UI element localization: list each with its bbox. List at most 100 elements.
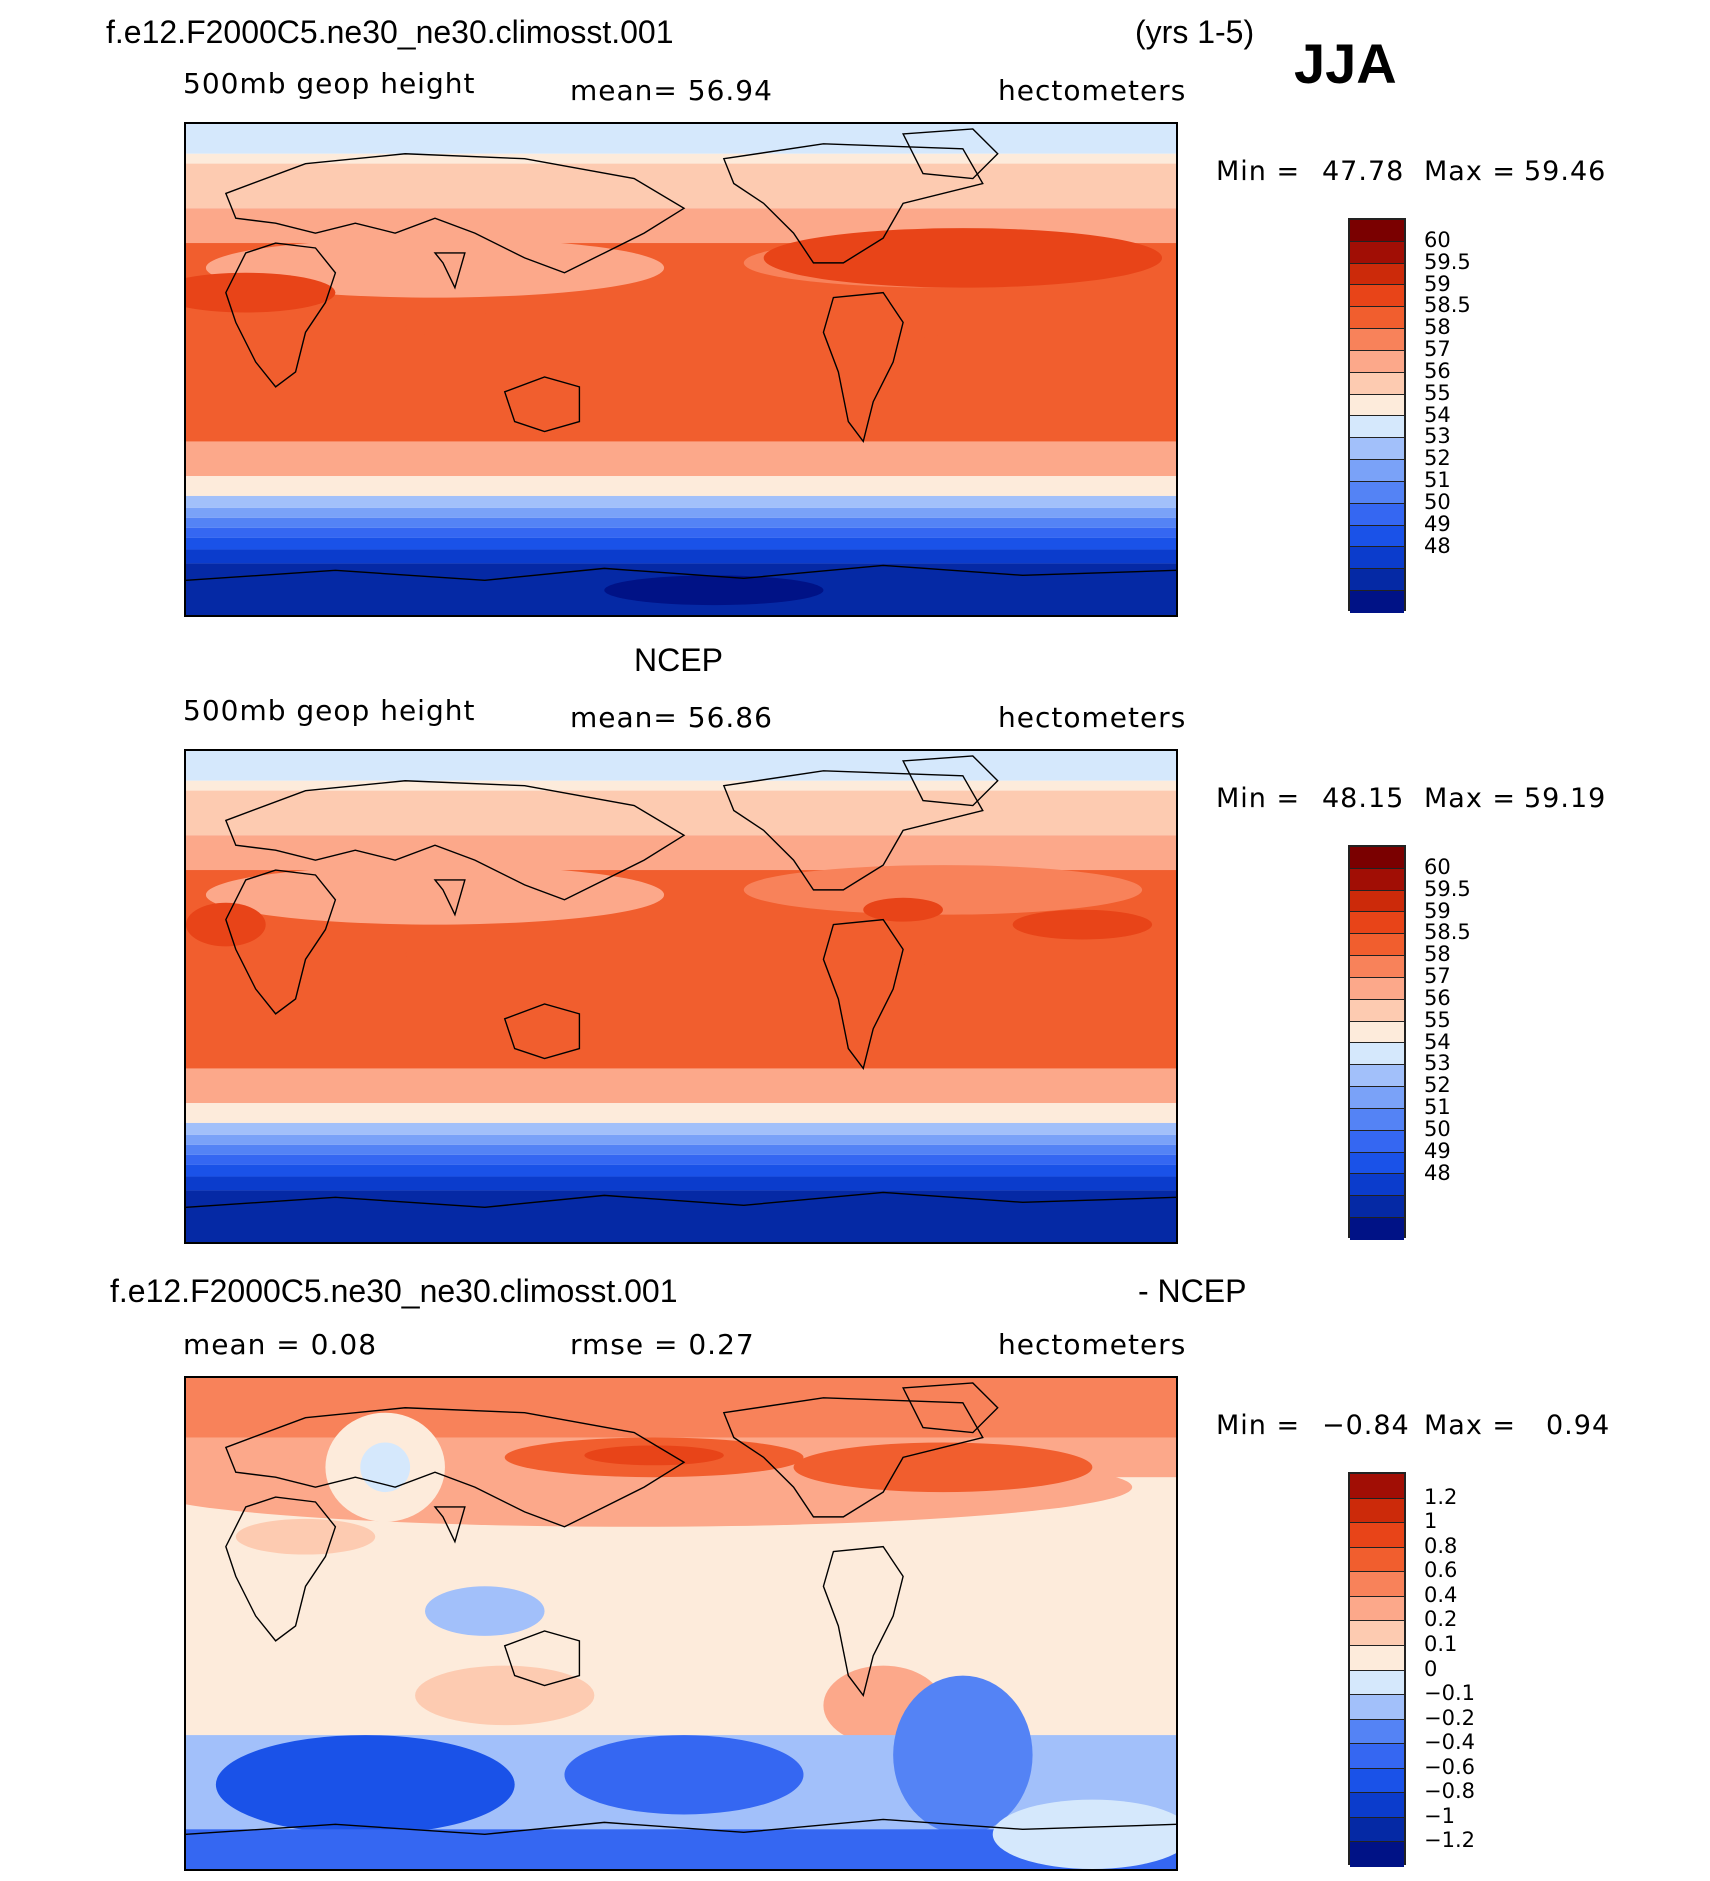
contour-blob xyxy=(992,1799,1176,1869)
coastline xyxy=(225,1496,337,1642)
colorbar-level-label: 58 xyxy=(1424,942,1451,967)
colorbar-swatch xyxy=(1350,1130,1404,1153)
colorbar-swatch xyxy=(1350,1065,1404,1088)
contour-blob xyxy=(405,307,963,348)
panel1-max-value: 59.46 xyxy=(1524,156,1607,187)
colorbar-swatch xyxy=(1350,1174,1404,1197)
contour-blob xyxy=(893,1675,1033,1835)
contour-blob xyxy=(793,1442,1093,1493)
contour-band xyxy=(186,1164,1176,1177)
colorbar-level-label: 49 xyxy=(1424,1138,1451,1163)
panel1-case-title: f.e12.F2000C5.ne30_ne30.climosst.001 xyxy=(106,14,674,50)
contour-blob xyxy=(1012,909,1153,940)
colorbar-swatch xyxy=(1350,1043,1404,1066)
coastline xyxy=(902,755,999,807)
colorbar-swatch xyxy=(1350,503,1404,526)
panel1-contour-field xyxy=(186,124,1176,615)
colorbar-swatch xyxy=(1350,438,1404,461)
contour-band xyxy=(186,527,1176,538)
colorbar-level-label: 53 xyxy=(1424,1051,1451,1076)
colorbar-swatch xyxy=(1350,394,1404,417)
coastline xyxy=(433,252,466,290)
colorbar-level-label: 55 xyxy=(1424,380,1451,405)
colorbar-swatch xyxy=(1350,1596,1404,1622)
contour-band xyxy=(186,495,1176,508)
panel3-max-value: 0.94 xyxy=(1546,1410,1611,1441)
colorbar-level-label: 52 xyxy=(1424,1073,1451,1098)
colorbar-swatch xyxy=(1350,1793,1404,1818)
colorbar-level-label: 49 xyxy=(1424,511,1451,536)
colorbar-swatch xyxy=(1350,977,1404,1000)
contour-band xyxy=(186,1144,1176,1155)
contour-band xyxy=(186,1134,1176,1145)
colorbar-level-label: 57 xyxy=(1424,964,1451,988)
colorbar-level-label: 0.8 xyxy=(1424,1533,1458,1558)
panel1-units: hectometers xyxy=(998,74,1187,107)
panel2-title: NCEP xyxy=(634,642,723,678)
colorbar-swatch xyxy=(1350,1547,1404,1573)
coastline xyxy=(822,918,904,1070)
colorbar-swatch xyxy=(1350,460,1404,482)
panel3-min-value: −0.84 xyxy=(1322,1410,1410,1441)
colorbar-swatch xyxy=(1350,1196,1404,1219)
coastline xyxy=(503,1630,581,1687)
panel3-colorbar xyxy=(1348,1472,1406,1867)
colorbar-swatch xyxy=(1350,372,1404,395)
colorbar-level-label: 57 xyxy=(1424,337,1451,361)
panel2-colorbar xyxy=(1348,845,1406,1240)
panel2-min-value: 48.15 xyxy=(1322,783,1405,814)
coastline xyxy=(722,143,984,264)
contour-blob xyxy=(215,1735,515,1835)
colorbar-level-label: 1.2 xyxy=(1424,1484,1458,1509)
panel1-min-label: Min = xyxy=(1216,156,1301,187)
season-label: JJA xyxy=(1294,32,1397,95)
colorbar-level-label: 56 xyxy=(1424,985,1451,1010)
colorbar-swatch xyxy=(1350,591,1404,613)
colorbar-level-label: 50 xyxy=(1424,1116,1451,1141)
contour-band xyxy=(186,1154,1176,1165)
colorbar-level-label: 58 xyxy=(1424,315,1451,340)
coastline xyxy=(186,1818,1176,1835)
panel1-variable: 500mb geop height xyxy=(183,67,476,100)
colorbar-level-label: 60 xyxy=(1424,227,1451,252)
colorbar-level-label: 50 xyxy=(1424,489,1451,514)
colorbar-swatch xyxy=(1350,416,1404,439)
panel3-contour-field xyxy=(186,1378,1176,1869)
colorbar-swatch xyxy=(1350,481,1404,504)
panel2-map xyxy=(184,749,1178,1244)
contour-band xyxy=(186,1068,1176,1104)
colorbar-swatch xyxy=(1350,1719,1404,1745)
contour-blob xyxy=(235,1518,376,1555)
colorbar-swatch xyxy=(1350,1621,1404,1646)
panel1-colorbar xyxy=(1348,218,1406,613)
colorbar-swatch xyxy=(1350,1695,1404,1720)
colorbar-level-label: 0.6 xyxy=(1424,1558,1458,1583)
panel2-units: hectometers xyxy=(998,701,1187,734)
colorbar-level-label: −0.4 xyxy=(1424,1730,1475,1755)
contour-blob xyxy=(584,1445,724,1466)
colorbar-swatch xyxy=(1350,1572,1404,1597)
colorbar-level-label: 48 xyxy=(1424,533,1451,558)
colorbar-swatch xyxy=(1350,263,1404,286)
panel3-min-label: Min = xyxy=(1216,1410,1301,1441)
colorbar-swatch xyxy=(1350,241,1404,264)
panel1-mean: mean= 56.94 xyxy=(570,74,773,107)
contour-band xyxy=(186,1378,1176,1438)
colorbar-level-label: −0.1 xyxy=(1424,1681,1475,1706)
colorbar-swatch xyxy=(1350,350,1404,373)
coastline xyxy=(186,1191,1176,1208)
colorbar-level-label: 0.1 xyxy=(1424,1631,1458,1656)
colorbar-swatch xyxy=(1350,307,1404,330)
panel3-minus-ncep: - NCEP xyxy=(1138,1273,1247,1309)
colorbar-level-label: −0.2 xyxy=(1424,1705,1475,1730)
contour-blob xyxy=(415,1665,595,1726)
panel1-coastlines xyxy=(186,128,1176,581)
colorbar-level-label: 0.2 xyxy=(1424,1607,1458,1632)
colorbar-level-label: 1 xyxy=(1424,1509,1438,1534)
panel1-years: (yrs 1-5) xyxy=(1135,14,1255,50)
contour-blob xyxy=(205,865,665,925)
colorbar-level-label: 51 xyxy=(1424,468,1451,492)
colorbar-swatch xyxy=(1350,525,1404,548)
colorbar-swatch xyxy=(1350,220,1404,242)
colorbar-level-label: 56 xyxy=(1424,358,1451,383)
